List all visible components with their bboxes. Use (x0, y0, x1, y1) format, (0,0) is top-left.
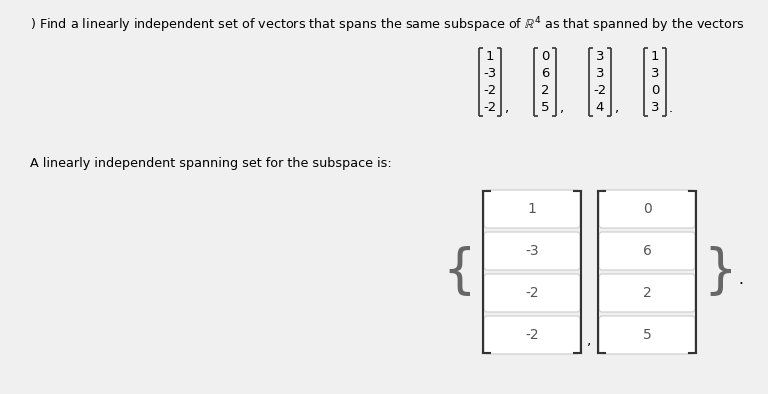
Text: 0: 0 (541, 50, 549, 63)
Text: 5: 5 (643, 328, 651, 342)
Text: ,: , (587, 333, 591, 347)
Text: ,: , (504, 102, 508, 115)
Text: -2: -2 (525, 328, 539, 342)
Text: 3: 3 (650, 67, 659, 80)
Text: 1: 1 (528, 202, 536, 216)
FancyBboxPatch shape (484, 274, 580, 312)
Text: ,: , (614, 102, 618, 115)
Text: -2: -2 (594, 84, 607, 97)
Text: -2: -2 (525, 286, 539, 300)
Text: 1: 1 (650, 50, 659, 63)
Text: -3: -3 (483, 67, 497, 80)
Text: {: { (442, 246, 476, 298)
Text: 3: 3 (596, 67, 604, 80)
Text: 4: 4 (596, 101, 604, 114)
Text: 1: 1 (485, 50, 495, 63)
Text: 5: 5 (541, 101, 549, 114)
Text: ) Find a linearly independent set of vectors that spans the same subspace of $\m: ) Find a linearly independent set of vec… (30, 15, 744, 35)
FancyBboxPatch shape (484, 190, 580, 228)
Text: 2: 2 (541, 84, 549, 97)
FancyBboxPatch shape (599, 232, 695, 270)
Text: }: } (703, 246, 737, 298)
Text: 3: 3 (650, 101, 659, 114)
FancyBboxPatch shape (599, 316, 695, 354)
Text: -3: -3 (525, 244, 539, 258)
Text: ,: , (559, 102, 563, 115)
FancyBboxPatch shape (484, 316, 580, 354)
Text: A linearly independent spanning set for the subspace is:: A linearly independent spanning set for … (30, 157, 392, 170)
Text: .: . (738, 273, 743, 288)
Text: 2: 2 (643, 286, 651, 300)
Text: 6: 6 (541, 67, 549, 80)
FancyBboxPatch shape (484, 232, 580, 270)
Text: 6: 6 (643, 244, 651, 258)
Text: -2: -2 (483, 84, 497, 97)
Text: 3: 3 (596, 50, 604, 63)
Text: .: . (669, 102, 673, 115)
FancyBboxPatch shape (599, 190, 695, 228)
Text: -2: -2 (483, 101, 497, 114)
Text: 0: 0 (650, 84, 659, 97)
Text: 0: 0 (643, 202, 651, 216)
FancyBboxPatch shape (599, 274, 695, 312)
